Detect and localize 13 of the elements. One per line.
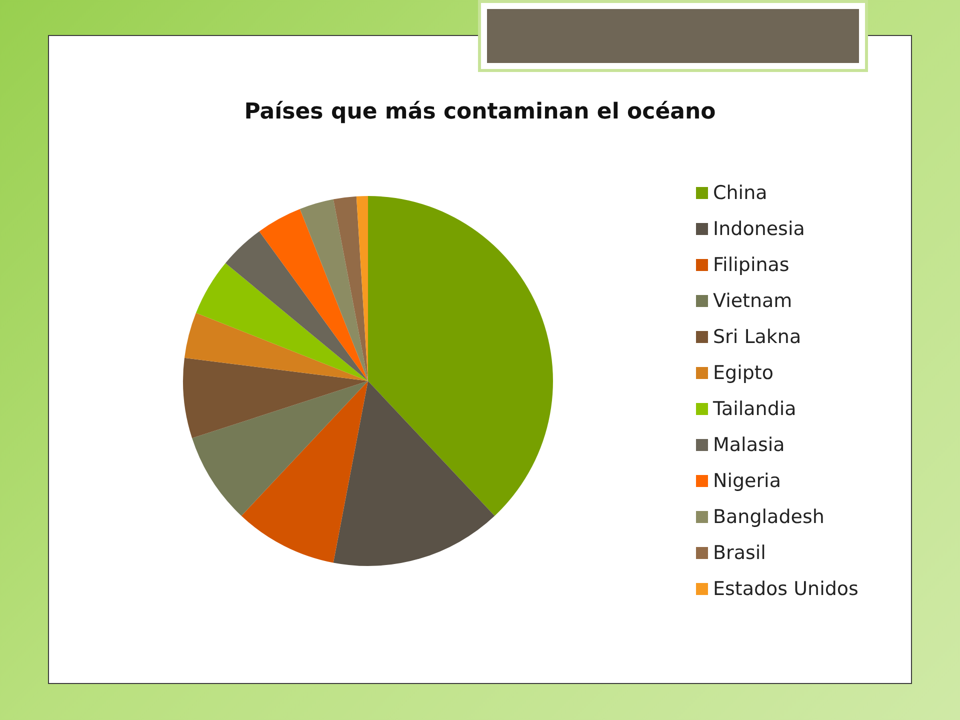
legend-label: Indonesia bbox=[713, 218, 805, 240]
legend-label: Filipinas bbox=[713, 254, 790, 276]
legend-label: Bangladesh bbox=[713, 506, 824, 528]
chart-title: Países que más contaminan el océano bbox=[244, 100, 716, 124]
legend-label: Estados Unidos bbox=[713, 578, 858, 600]
legend-label: Nigeria bbox=[713, 470, 781, 492]
legend-label: Tailandia bbox=[712, 398, 796, 420]
legend-label: Brasil bbox=[713, 542, 766, 564]
legend-label: Malasia bbox=[713, 434, 785, 456]
legend-label: Vietnam bbox=[713, 290, 792, 312]
legend-label: Egipto bbox=[713, 362, 774, 384]
legend-label: Sri Lakna bbox=[713, 326, 802, 348]
legend-label: China bbox=[713, 182, 768, 204]
